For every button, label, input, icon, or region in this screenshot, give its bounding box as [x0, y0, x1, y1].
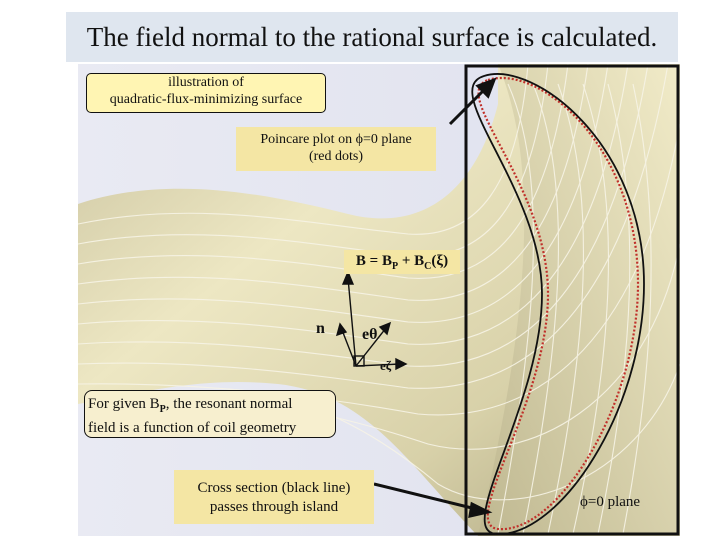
field-equation: B = BP + BC(ξ) — [344, 250, 460, 274]
basis-vectors — [335, 270, 408, 371]
pointer-arrows — [373, 77, 497, 518]
phi-plane-label: ϕ=0 plane — [580, 494, 641, 510]
cross-section-line — [471, 73, 645, 535]
flux-surface-fold — [478, 64, 680, 536]
e-zeta-label: eζ — [380, 358, 392, 373]
phi-plane-frame — [464, 64, 680, 536]
poincare-label-line1: Poincare plot on ϕ=0 plane — [260, 132, 412, 147]
poincare-label: Poincare plot on ϕ=0 plane (red dots) — [236, 127, 436, 171]
normal-vector-label: n — [316, 320, 325, 337]
poincare-dots — [477, 77, 640, 531]
slide-title: The field normal to the rational surface… — [86, 21, 658, 52]
cross-section-line2: passes through island — [209, 499, 339, 515]
poincare-label-line2: (red dots) — [308, 149, 364, 164]
e-theta-label: eθ — [362, 326, 378, 343]
illustration-label-line2: quadratic-flux-minimizing surface — [109, 92, 303, 107]
coil-geometry-note: For given BP, the resonant normal field … — [84, 390, 336, 438]
coil-geometry-line1: For given BP, the resonant normal — [88, 396, 293, 415]
coil-geometry-line2: field is a function of coil geometry — [88, 420, 297, 436]
illustration-label: illustration of quadratic-flux-minimizin… — [86, 73, 326, 113]
cross-section-line1: Cross section (black line) — [197, 480, 351, 496]
cross-section-label: Cross section (black line) passes throug… — [174, 470, 374, 524]
field-lines — [78, 64, 680, 535]
illustration-label-line1: illustration of — [168, 75, 244, 90]
title-banner: The field normal to the rational surface… — [66, 12, 678, 62]
